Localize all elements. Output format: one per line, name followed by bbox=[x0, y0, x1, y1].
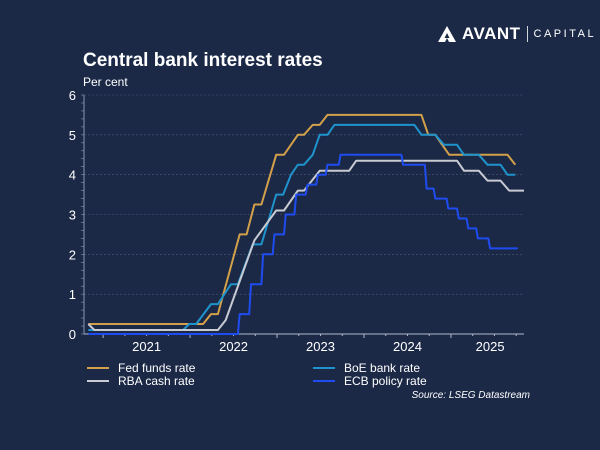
x-tick-label: 2023 bbox=[306, 339, 335, 354]
chart-title: Central bank interest rates bbox=[83, 50, 323, 71]
legend-ecb: ECB policy rate bbox=[313, 374, 427, 388]
legend-swatch bbox=[87, 367, 109, 369]
y-axis-label: Per cent bbox=[83, 75, 128, 89]
legend-rba: RBA cash rate bbox=[87, 374, 195, 388]
legend-label: Fed funds rate bbox=[118, 361, 196, 375]
legend-swatch bbox=[87, 380, 109, 382]
y-tick-label: 4 bbox=[69, 168, 76, 183]
legend-swatch bbox=[313, 380, 335, 382]
series-line-ecb-policy-rate bbox=[88, 153, 518, 335]
logo-brand: AVANT bbox=[462, 24, 521, 43]
series-line-rba-cash-rate bbox=[87, 159, 524, 331]
logo-sub: CAPITAL bbox=[533, 28, 597, 40]
x-tick-label: 2024 bbox=[393, 339, 422, 354]
y-tick-label: 1 bbox=[69, 287, 76, 302]
legend-label: RBA cash rate bbox=[118, 374, 195, 388]
x-tick-label: 2021 bbox=[132, 339, 161, 354]
avant-capital-logo: AVANT CAPITAL bbox=[438, 24, 596, 44]
avant-logo-icon bbox=[438, 26, 456, 42]
legend-label: ECB policy rate bbox=[344, 374, 427, 388]
y-tick-label: 0 bbox=[69, 327, 76, 342]
legend-label: BoE bank rate bbox=[344, 361, 421, 375]
y-tick-label: 5 bbox=[69, 128, 76, 143]
legend-boe: BoE bank rate bbox=[313, 361, 420, 375]
logo-divider bbox=[526, 26, 528, 42]
y-tick-label: 2 bbox=[69, 247, 76, 262]
y-tick-label: 3 bbox=[69, 208, 76, 223]
source-note: Source: LSEG Datastream bbox=[411, 390, 530, 401]
x-tick-label: 2022 bbox=[219, 339, 248, 354]
series-line-fed-funds-rate bbox=[88, 113, 517, 325]
series-line-boe-bank-rate bbox=[88, 123, 516, 331]
y-tick-label: 6 bbox=[69, 88, 76, 103]
x-tick-label: 2025 bbox=[476, 339, 505, 354]
legend-fed: Fed funds rate bbox=[87, 361, 195, 375]
legend-swatch bbox=[313, 367, 335, 369]
